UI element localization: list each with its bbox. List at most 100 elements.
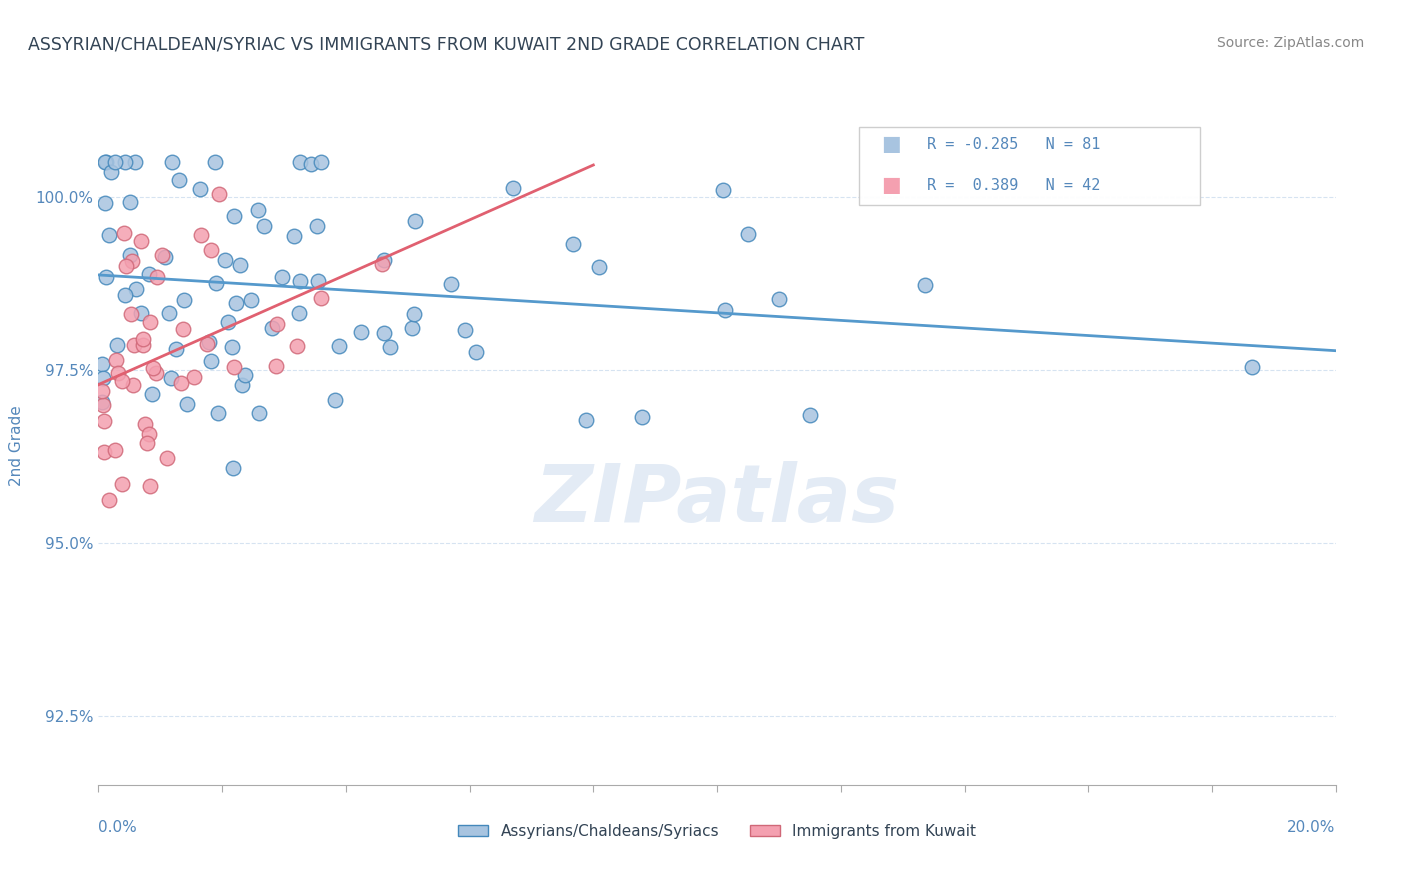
Point (107, 366, 129, 380)
Point (575, 413, 598, 427)
Point (112, 227, 135, 241)
Point (373, 326, 395, 340)
Point (404, 307, 426, 321)
Point (94, 196, 117, 211)
Point (129, 234, 152, 248)
Point (713, 183, 735, 197)
Point (285, 339, 308, 353)
Point (288, 155, 311, 169)
Point (287, 306, 309, 320)
Point (138, 267, 160, 281)
Point (141, 386, 163, 401)
Point (309, 291, 332, 305)
Point (129, 306, 152, 320)
Point (91, 371, 114, 385)
Point (309, 155, 332, 169)
Point (221, 340, 243, 354)
Point (195, 337, 218, 351)
Point (288, 274, 311, 288)
Point (159, 370, 181, 384)
Point (283, 229, 305, 244)
Point (240, 293, 263, 307)
Point (266, 317, 288, 331)
Point (105, 352, 128, 367)
Point (799, 408, 821, 422)
Point (454, 323, 477, 337)
Point (162, 155, 184, 169)
Text: ASSYRIAN/CHALDEAN/SYRIAC VS IMMIGRANTS FROM KUWAIT 2ND GRADE CORRELATION CHART: ASSYRIAN/CHALDEAN/SYRIAC VS IMMIGRANTS F… (28, 36, 865, 54)
Point (350, 325, 373, 339)
Point (373, 252, 395, 267)
Point (253, 219, 276, 233)
Point (124, 155, 146, 169)
Point (190, 228, 212, 243)
Point (737, 227, 759, 241)
Point (114, 288, 136, 302)
Point (104, 155, 127, 169)
Point (562, 236, 585, 251)
Point (90, 357, 112, 371)
Point (768, 292, 790, 306)
Point (176, 397, 198, 411)
Point (100, 165, 122, 179)
Point (165, 342, 187, 356)
Point (1240, 360, 1263, 375)
Text: ZIPatlas: ZIPatlas (534, 461, 900, 540)
Point (122, 377, 145, 392)
Point (225, 296, 247, 310)
Point (94, 270, 117, 285)
Point (153, 250, 176, 264)
Point (167, 173, 190, 187)
Point (139, 315, 162, 329)
Point (115, 259, 138, 273)
Point (713, 303, 735, 318)
Point (328, 339, 350, 353)
Point (111, 477, 134, 491)
Point (107, 338, 129, 352)
Point (132, 338, 155, 352)
Point (93, 155, 115, 169)
Point (217, 315, 239, 329)
Point (90, 384, 112, 398)
Legend: Assyrians/Chaldeans/Syriacs, Immigrants from Kuwait: Assyrians/Chaldeans/Syriacs, Immigrants … (451, 818, 983, 845)
Point (104, 442, 127, 457)
Point (307, 274, 329, 288)
Point (222, 209, 245, 223)
Point (111, 374, 134, 388)
Point (222, 461, 245, 475)
Text: R = -0.285   N = 81: R = -0.285 N = 81 (928, 136, 1101, 152)
Point (205, 276, 228, 290)
Point (157, 306, 180, 320)
Point (173, 293, 195, 307)
Text: Source: ZipAtlas.com: Source: ZipAtlas.com (1216, 36, 1364, 50)
Point (132, 333, 155, 347)
Point (207, 406, 229, 420)
Point (404, 214, 426, 228)
Point (246, 203, 269, 218)
Point (198, 334, 221, 349)
Point (214, 252, 236, 267)
Point (200, 354, 222, 368)
Point (183, 369, 205, 384)
Point (631, 409, 654, 424)
Point (120, 307, 142, 321)
Point (502, 180, 524, 194)
Point (378, 340, 401, 354)
Y-axis label: 2nd Grade: 2nd Grade (10, 406, 24, 486)
Point (229, 258, 252, 272)
Text: 0.0%: 0.0% (98, 820, 138, 835)
Point (134, 417, 156, 431)
Point (204, 155, 226, 169)
Point (200, 243, 222, 257)
FancyBboxPatch shape (859, 128, 1199, 205)
Point (307, 219, 329, 233)
Point (370, 257, 392, 271)
Point (122, 338, 145, 352)
Point (188, 182, 211, 196)
Point (93, 414, 115, 428)
Point (172, 322, 194, 336)
Point (299, 157, 322, 171)
Point (247, 406, 270, 420)
Point (231, 377, 253, 392)
Point (150, 248, 173, 262)
